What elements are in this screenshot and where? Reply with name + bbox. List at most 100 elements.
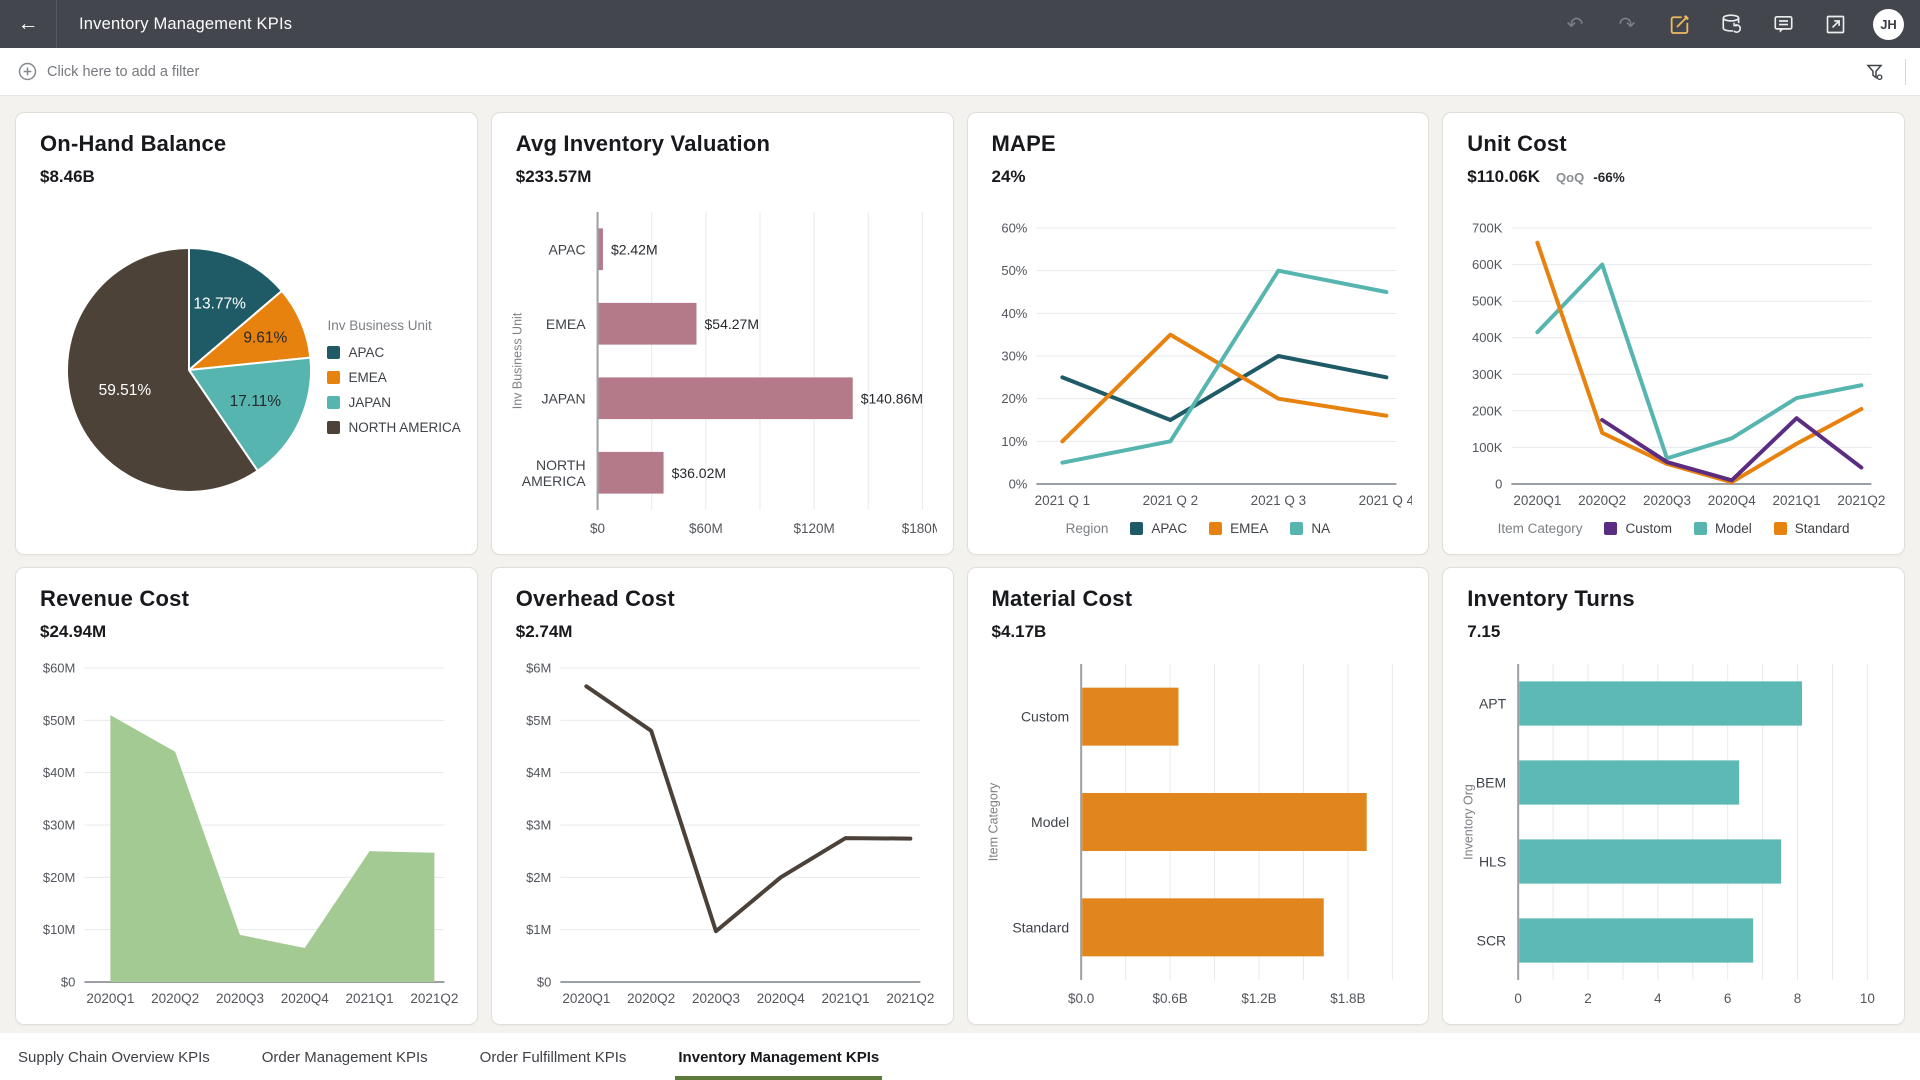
- back-button[interactable]: ←: [0, 0, 56, 48]
- redo-button[interactable]: ↷: [1613, 10, 1641, 38]
- svg-text:100K: 100K: [1472, 440, 1503, 455]
- comments-button[interactable]: [1769, 10, 1797, 38]
- svg-text:50%: 50%: [1001, 263, 1027, 278]
- svg-text:Inv Business Unit: Inv Business Unit: [510, 312, 524, 409]
- svg-text:$54.27M: $54.27M: [704, 316, 758, 332]
- svg-text:$50M: $50M: [43, 713, 76, 728]
- legend-item[interactable]: NA: [1290, 521, 1330, 536]
- card-value: $8.46B: [40, 167, 95, 186]
- card-value: $2.74M: [515, 622, 573, 641]
- svg-text:$1.8B: $1.8B: [1330, 991, 1365, 1006]
- svg-text:BEM: BEM: [1476, 775, 1506, 791]
- svg-text:2021 Q 3: 2021 Q 3: [1250, 493, 1306, 508]
- svg-text:$0: $0: [61, 975, 75, 990]
- add-filter-button[interactable]: Click here to add a filter: [18, 62, 199, 81]
- chart-svg: $0 $1M $2M $3M $4M $5M $6M 2020Q1 2020Q2 2020Q3 20…: [526, 661, 934, 1007]
- card-value: 7.15: [1467, 622, 1501, 641]
- mape-line-chart[interactable]: 0% 10% 20% 30% 40% 50% 60% 2021 Q 1 2021 Q 2 2021…: [984, 191, 1412, 542]
- add-filter-label: Click here to add a filter: [47, 63, 200, 80]
- legend-item[interactable]: Standard: [1773, 521, 1850, 536]
- svg-text:2020Q3: 2020Q3: [692, 991, 740, 1006]
- svg-text:400K: 400K: [1472, 330, 1503, 345]
- filter-settings-button[interactable]: [1861, 58, 1889, 86]
- svg-text:$0: $0: [590, 521, 605, 536]
- tab-order-management-kpis[interactable]: Order Management KPIs: [261, 1049, 428, 1066]
- svg-text:10: 10: [1860, 991, 1875, 1006]
- user-avatar[interactable]: JH: [1873, 8, 1904, 40]
- legend-item[interactable]: APAC: [327, 345, 460, 360]
- svg-text:2020Q2: 2020Q2: [151, 991, 199, 1006]
- svg-text:2021Q2: 2021Q2: [886, 991, 934, 1006]
- tab-inventory-management-kpis[interactable]: Inventory Management KPIs: [675, 1036, 883, 1080]
- svg-text:APAC: APAC: [548, 241, 585, 257]
- edit-button[interactable]: [1665, 10, 1693, 38]
- legend-item[interactable]: EMEA: [1209, 521, 1268, 536]
- svg-text:4: 4: [1654, 991, 1662, 1006]
- chart-svg: $0 $10M $20M $30M $40M $50M $60M 2020Q1 2020Q2 20…: [43, 661, 459, 1007]
- svg-text:$6M: $6M: [526, 661, 551, 676]
- card-value: $110.06K QoQ -66%: [1467, 167, 1625, 186]
- svg-text:9.61%: 9.61%: [244, 329, 288, 346]
- svg-text:$2M: $2M: [526, 870, 551, 885]
- legend-swatch: [1209, 521, 1223, 535]
- legend-item[interactable]: Model: [1693, 521, 1752, 536]
- chart-svg: 0 2 4 6 8 10 APT BEM HLS SCR Inventory Org: [1462, 664, 1875, 1006]
- card-title: Overhead Cost: [515, 586, 675, 611]
- svg-text:$0.0: $0.0: [1068, 991, 1094, 1006]
- svg-text:$2.42M: $2.42M: [611, 241, 658, 257]
- svg-text:$10M: $10M: [43, 922, 76, 937]
- filter-bar: Click here to add a filter: [0, 48, 1920, 96]
- dashboard-canvas: On-Hand Balance $8.46B 13.77% 9.61% 17.11%…: [0, 96, 1920, 1033]
- legend-swatch: [327, 421, 341, 434]
- overhead-cost-line-chart[interactable]: $0 $1M $2M $3M $4M $5M $6M 2020Q1 2020Q2 2020Q3 20…: [508, 646, 937, 1012]
- tab-supply-chain-overview-kpis[interactable]: Supply Chain Overview KPIs: [18, 1049, 210, 1066]
- legend-item[interactable]: JAPAN: [327, 395, 460, 410]
- svg-text:500K: 500K: [1472, 294, 1503, 309]
- svg-text:SCR: SCR: [1477, 933, 1507, 949]
- svg-text:2021Q1: 2021Q1: [821, 991, 869, 1006]
- inventory-turns-bar-chart[interactable]: 0 2 4 6 8 10 APT BEM HLS SCR Inventory Org: [1459, 646, 1888, 1012]
- unit-cost-line-chart[interactable]: 0 100K 200K 300K 400K 500K 600K 700K 2020Q1 2020Q…: [1459, 191, 1888, 542]
- svg-text:20%: 20%: [1001, 391, 1027, 406]
- on-hand-balance-pie-chart[interactable]: 13.77% 9.61% 17.11% 59.51% Inv Business Unit…: [32, 191, 461, 542]
- legend-item[interactable]: Custom: [1604, 521, 1672, 536]
- legend-swatch: [1693, 521, 1707, 535]
- card-mape: MAPE 24% 0% 10% 20% 30% 40% 50% 60% 2021 Q 1 202…: [966, 112, 1430, 555]
- svg-text:0%: 0%: [1008, 477, 1027, 492]
- svg-text:60%: 60%: [1001, 221, 1027, 236]
- svg-text:$120M: $120M: [793, 521, 834, 536]
- refresh-data-button[interactable]: [1717, 10, 1745, 38]
- svg-text:17.11%: 17.11%: [230, 392, 282, 409]
- svg-text:$40M: $40M: [43, 765, 76, 780]
- legend-item[interactable]: EMEA: [327, 370, 460, 385]
- card-title: Material Cost: [991, 586, 1133, 611]
- chart-legend: Region APAC EMEA NA: [1065, 520, 1331, 536]
- avg-inventory-valuation-bar-chart[interactable]: $0 $60M $120M $180M APAC $2.42M EMEA $54.27M JAP…: [508, 191, 937, 542]
- svg-text:10%: 10%: [1001, 434, 1027, 449]
- svg-text:40%: 40%: [1001, 306, 1027, 321]
- svg-text:13.77%: 13.77%: [194, 295, 247, 312]
- revenue-cost-area-chart[interactable]: $0 $10M $20M $30M $40M $50M $60M 2020Q1 2020Q2 20…: [32, 646, 461, 1012]
- legend-item[interactable]: APAC: [1130, 521, 1187, 536]
- card-inventory-turns: Inventory Turns 7.15 0 2 4 6 8 10 APT BEM HLS SCR…: [1442, 567, 1905, 1025]
- card-value: $233.57M: [515, 167, 592, 186]
- app-header: ← Inventory Management KPIs ↶ ↷: [0, 0, 1920, 48]
- undo-button[interactable]: ↶: [1561, 10, 1589, 38]
- canvas-tab-bar: Supply Chain Overview KPIs Order Managem…: [0, 1033, 1920, 1080]
- svg-text:2020Q4: 2020Q4: [757, 991, 806, 1006]
- legend-item[interactable]: NORTH AMERICA: [327, 420, 461, 435]
- card-title: On-Hand Balance: [40, 131, 227, 156]
- tab-order-fulfillment-kpis[interactable]: Order Fulfillment KPIs: [479, 1049, 627, 1066]
- svg-text:$30M: $30M: [43, 818, 76, 833]
- material-cost-bar-chart[interactable]: $0.0 $0.6B $1.2B $1.8B Custom Model Standard It…: [984, 646, 1413, 1012]
- svg-text:$1.2B: $1.2B: [1241, 991, 1276, 1006]
- legend-swatch: [1773, 521, 1787, 535]
- qoq-label: QoQ: [1556, 170, 1585, 185]
- card-value: $4.17B: [991, 622, 1047, 641]
- svg-text:200K: 200K: [1472, 403, 1503, 418]
- svg-text:$0.6B: $0.6B: [1152, 991, 1187, 1006]
- svg-text:2020Q1: 2020Q1: [562, 991, 610, 1006]
- open-in-new-button[interactable]: [1821, 10, 1849, 38]
- svg-text:6: 6: [1724, 991, 1732, 1006]
